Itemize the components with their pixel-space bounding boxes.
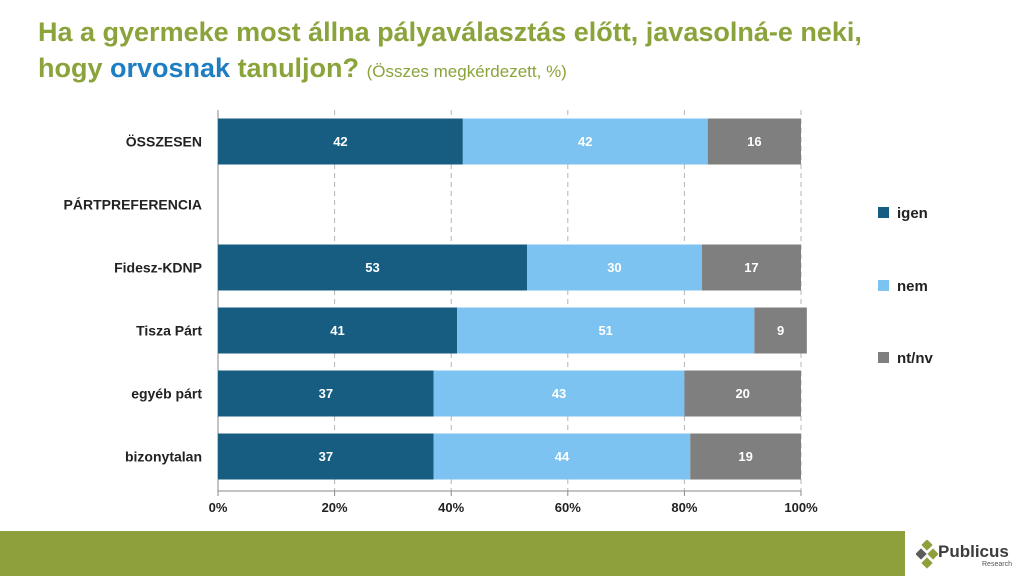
title-line-2-post: tanuljon? [230, 53, 360, 83]
title-highlight: orvosnak [110, 53, 231, 83]
data-label: 17 [744, 260, 758, 275]
bar-segment [690, 433, 801, 480]
logo-mark-icon [916, 540, 938, 569]
bar-segment [433, 433, 691, 480]
bar-segment [218, 244, 527, 291]
chart-title: Ha a gyermeke most állna pályaválasztás … [38, 14, 998, 90]
x-tick-label: 20% [322, 500, 348, 515]
legend-swatch [878, 207, 889, 218]
title-line-2: hogy orvosnak tanuljon? (Összes megkérde… [38, 50, 998, 90]
bar-segment [218, 307, 458, 354]
title-line-2-pre: hogy [38, 53, 110, 83]
bar-segment [754, 307, 807, 354]
legend-swatch [878, 352, 889, 363]
bar-segment [707, 118, 801, 165]
data-label: 42 [578, 134, 592, 149]
bar-segment [701, 244, 801, 291]
data-label: 20 [735, 386, 749, 401]
data-label: 37 [319, 449, 333, 464]
data-label: 44 [555, 449, 570, 464]
category-label: Tisza Párt [136, 323, 202, 339]
data-label: 16 [747, 134, 761, 149]
bar-segment [218, 118, 463, 165]
chart-subtitle: (Összes megkérdezett, %) [366, 62, 567, 81]
category-label: bizonytalan [125, 449, 202, 465]
legend-label: nem [897, 278, 928, 295]
bar-segment [526, 244, 702, 291]
category-label: ÖSSZESEN [126, 134, 202, 150]
x-tick-label: 80% [671, 500, 697, 515]
x-tick-label: 40% [438, 500, 464, 515]
logo-name: Publicus [938, 542, 1009, 561]
x-tick-label: 100% [784, 500, 818, 515]
publicus-logo: Publicus Research [916, 538, 1024, 572]
category-label: Fidesz-KDNP [114, 260, 202, 276]
bar-segment [433, 370, 685, 417]
legend-swatch [878, 280, 889, 291]
chart-area: 0% 20% 40% 60% 80% 100% ÖSSZESEN 42 42 16 PÁRTPREF… [64, 110, 933, 515]
x-tick-label: 60% [555, 500, 581, 515]
legend-label: igen [897, 205, 928, 222]
category-label: egyéb párt [131, 386, 202, 402]
data-label: 43 [552, 386, 566, 401]
category-label: PÁRTPREFERENCIA [64, 197, 202, 213]
data-label: 53 [365, 260, 379, 275]
bar-segment [218, 433, 434, 480]
bar-segment [218, 370, 434, 417]
data-label: 9 [777, 323, 784, 338]
data-label: 41 [330, 323, 344, 338]
footer-band [0, 531, 905, 576]
data-label: 42 [333, 134, 347, 149]
bar-segment [457, 307, 755, 354]
bar-segment [462, 118, 708, 165]
data-label: 37 [319, 386, 333, 401]
bar-segment [684, 370, 801, 417]
title-line-1: Ha a gyermeke most állna pályaválasztás … [38, 17, 862, 47]
data-label: 51 [598, 323, 612, 338]
legend-label: nt/nv [897, 350, 933, 367]
x-tick-label: 0% [209, 500, 228, 515]
data-label: 30 [607, 260, 621, 275]
logo-subtitle: Research [982, 561, 1012, 568]
data-label: 19 [738, 449, 752, 464]
